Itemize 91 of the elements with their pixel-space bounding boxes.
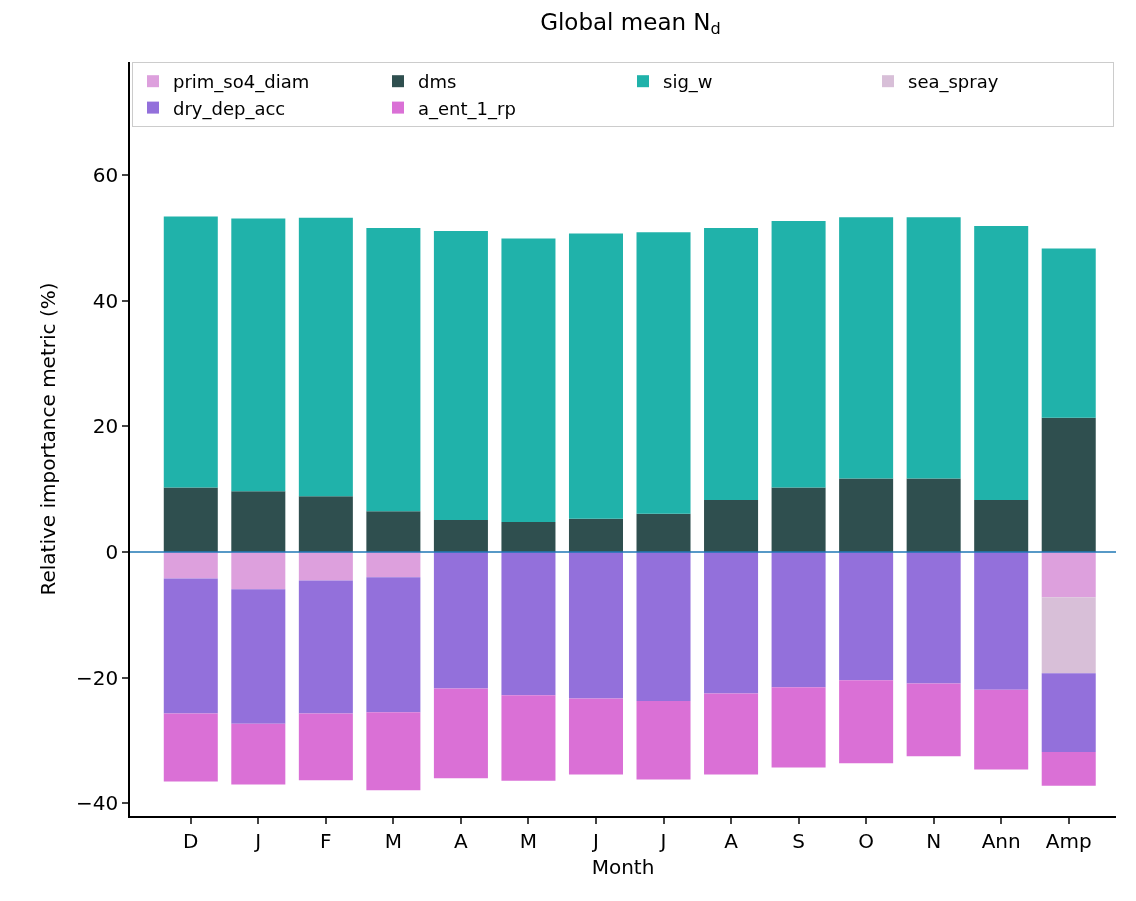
legend-label: sig_w <box>663 71 713 94</box>
bar <box>1041 552 1096 598</box>
bar <box>636 701 691 780</box>
y-tick-label: −40 <box>76 791 119 816</box>
bar <box>231 723 286 785</box>
bar <box>636 513 691 553</box>
bar <box>568 698 623 775</box>
legend-label: prim_so4_diam <box>173 71 310 94</box>
bar <box>839 552 894 681</box>
x-tick-label: M <box>519 828 538 853</box>
bar <box>231 218 286 492</box>
x-axis-title: Month <box>591 854 655 879</box>
bar <box>298 552 353 581</box>
bar <box>366 577 421 713</box>
legend-label: dry_dep_acc <box>173 97 286 120</box>
bar <box>298 217 353 497</box>
bar <box>906 478 961 553</box>
bar <box>839 217 894 479</box>
bar <box>839 478 894 553</box>
bar <box>636 552 691 702</box>
y-tick-label: 0 <box>105 540 119 565</box>
x-tick-label: J <box>591 828 599 853</box>
bar <box>906 683 961 757</box>
bar <box>1041 751 1096 786</box>
bar <box>501 695 556 781</box>
bar <box>231 589 286 724</box>
bar <box>839 680 894 764</box>
bar <box>366 511 421 553</box>
x-tick-label: S <box>792 828 805 853</box>
bar <box>771 552 826 688</box>
bar <box>163 578 218 714</box>
bar <box>433 552 488 689</box>
x-tick-label: J <box>253 828 262 853</box>
x-tick-label: F <box>320 828 332 853</box>
bar <box>433 688 488 779</box>
bar <box>974 552 1029 690</box>
legend-label: a_ent_1_rp <box>418 97 516 120</box>
x-tick-label: N <box>926 828 942 853</box>
x-tick-label: D <box>183 828 199 853</box>
bar <box>704 552 759 694</box>
bar <box>501 552 556 696</box>
bar <box>636 232 691 514</box>
bar <box>231 491 286 553</box>
bar <box>1041 248 1096 418</box>
x-tick-label: O <box>858 828 874 853</box>
bar <box>501 521 556 553</box>
chart-title: Global mean N$_{d}$ <box>540 8 721 39</box>
bar <box>974 225 1029 500</box>
bar <box>771 220 826 488</box>
x-tick-label: Ann <box>981 828 1021 853</box>
bar <box>501 238 556 522</box>
bar <box>231 552 286 590</box>
bar <box>974 689 1029 770</box>
bar <box>298 713 353 781</box>
legend-label: dms <box>418 71 457 93</box>
x-tick-label: A <box>724 828 739 853</box>
bar <box>163 216 218 488</box>
bar <box>704 227 759 500</box>
bar <box>366 552 421 578</box>
y-tick-label: 20 <box>92 414 119 439</box>
legend-label: sea_spray <box>908 71 999 94</box>
x-tick-label: A <box>454 828 469 853</box>
bar <box>568 233 623 519</box>
bar <box>1041 597 1096 674</box>
bar <box>163 713 218 782</box>
bar <box>704 693 759 775</box>
bar <box>974 499 1029 553</box>
bar <box>298 580 353 714</box>
bar <box>433 520 488 553</box>
bar <box>298 496 353 553</box>
bar <box>771 487 826 553</box>
bar <box>1041 417 1096 553</box>
x-tick-label: M <box>384 828 403 853</box>
bar <box>906 552 961 684</box>
y-tick-label: 60 <box>92 163 119 188</box>
x-tick-label: Amp <box>1045 828 1092 853</box>
bar <box>704 499 759 553</box>
y-tick-label: −20 <box>76 665 119 690</box>
bar <box>366 227 421 512</box>
bar <box>906 217 961 479</box>
bar <box>163 487 218 553</box>
bar <box>366 712 421 791</box>
bar <box>771 687 826 768</box>
bar <box>568 552 623 699</box>
y-axis-title: Relative importance metric (%) <box>36 282 61 596</box>
bar <box>433 231 488 521</box>
bar <box>1041 673 1096 752</box>
y-tick-label: 40 <box>92 288 119 313</box>
x-tick-label: J <box>658 828 667 853</box>
bar <box>568 518 623 553</box>
bar <box>163 552 218 579</box>
